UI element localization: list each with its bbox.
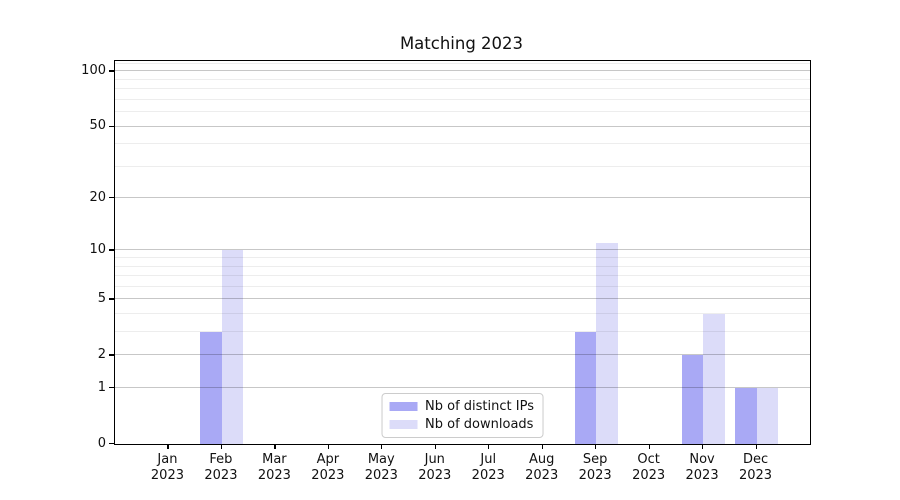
plot-area: Nb of distinct IPs Nb of downloads [114,60,811,445]
x-tick-mark-may [381,444,383,449]
x-tick-label-jul: Jul 2023 [471,452,505,483]
x-tick-mark-feb [220,444,223,449]
bar-downloads-sep [596,243,618,444]
y-tick-mark-2 [109,354,114,356]
minor-gridline-70 [115,98,810,100]
x-tick-label-oct: Oct 2023 [632,452,666,483]
chart-title: Matching 2023 [399,34,524,53]
y-tick-label-2: 2 [97,346,106,362]
minor-gridline-90 [115,78,810,80]
minor-gridline-6 [115,285,810,287]
x-tick-label-sep: Sep 2023 [578,452,612,483]
gridlines-layer [115,61,810,444]
y-tick-label-50: 50 [89,118,106,134]
bar-distinct-ips-feb [200,332,222,444]
major-gridline-100 [115,70,810,72]
y-tick-label-100: 100 [81,62,106,78]
x-tick-mark-jun [434,444,436,449]
y-tick-mark-20 [109,197,114,199]
bar-downloads-dec [756,388,779,444]
x-tick-label-aug: Aug 2023 [525,452,559,483]
legend-label-downloads: Nb of downloads [425,417,534,432]
legend: Nb of distinct IPs Nb of downloads [381,393,544,438]
x-tick-mark-dec [755,444,757,449]
x-tick-label-may: May 2023 [364,452,398,483]
legend-label-distinct-ips: Nb of distinct IPs [425,399,534,414]
x-tick-mark-jul [488,444,490,449]
y-tick-mark-100 [109,70,114,72]
y-tick-label-0: 0 [97,435,106,451]
major-gridline-20 [115,197,810,199]
legend-swatch-distinct-ips [389,401,418,412]
bar-distinct-ips-nov [681,355,704,444]
minor-gridline-110 [115,62,810,64]
x-tick-label-dec: Dec 2023 [738,452,773,483]
x-tick-label-apr: Apr 2023 [311,452,345,483]
y-tick-mark-1 [109,387,114,389]
x-tick-label-jan: Jan 2023 [150,452,184,483]
minor-gridline-60 [115,111,810,113]
x-tick-mark-apr [327,444,330,449]
y-tick-label-10: 10 [89,241,106,257]
legend-item-distinct-ips: Nb of distinct IPs [389,399,534,414]
y-tick-mark-50 [109,125,114,127]
y-tick-mark-10 [109,249,114,251]
x-tick-mark-oct [648,444,650,449]
y-tick-label-5: 5 [97,290,106,306]
y-tick-mark-5 [109,298,114,300]
bar-downloads-nov [703,314,725,444]
minor-gridline-80 [115,88,810,90]
bar-distinct-ips-sep [574,332,597,444]
major-gridline-2 [115,354,810,356]
minor-gridline-40 [115,143,810,145]
major-gridline-50 [115,125,810,127]
x-tick-label-feb: Feb 2023 [204,452,238,483]
y-tick-label-20: 20 [89,189,106,205]
minor-gridline-3 [115,331,810,333]
major-gridline-10 [115,249,810,251]
x-tick-mark-sep [595,444,597,449]
bars-layer [115,61,810,444]
x-tick-mark-mar [274,444,276,449]
minor-gridline-9 [115,257,810,259]
x-tick-label-nov: Nov 2023 [685,452,719,483]
legend-item-downloads: Nb of downloads [389,417,534,432]
y-tick-label-1: 1 [97,379,106,395]
x-tick-mark-aug [541,444,543,449]
bar-downloads-feb [221,250,244,444]
minor-gridline-30 [115,165,810,167]
major-gridline-1 [115,387,810,389]
x-tick-mark-jan [167,444,169,449]
x-tick-label-jun: Jun 2023 [418,452,452,483]
x-tick-mark-nov [702,444,704,449]
bar-distinct-ips-dec [735,388,757,444]
major-gridline-5 [115,298,810,300]
legend-swatch-downloads [389,419,418,430]
minor-gridline-8 [115,265,810,267]
x-tick-label-mar: Mar 2023 [257,452,291,483]
y-tick-mark-0 [109,443,114,445]
minor-gridline-7 [115,275,810,277]
minor-gridline-4 [115,313,810,315]
